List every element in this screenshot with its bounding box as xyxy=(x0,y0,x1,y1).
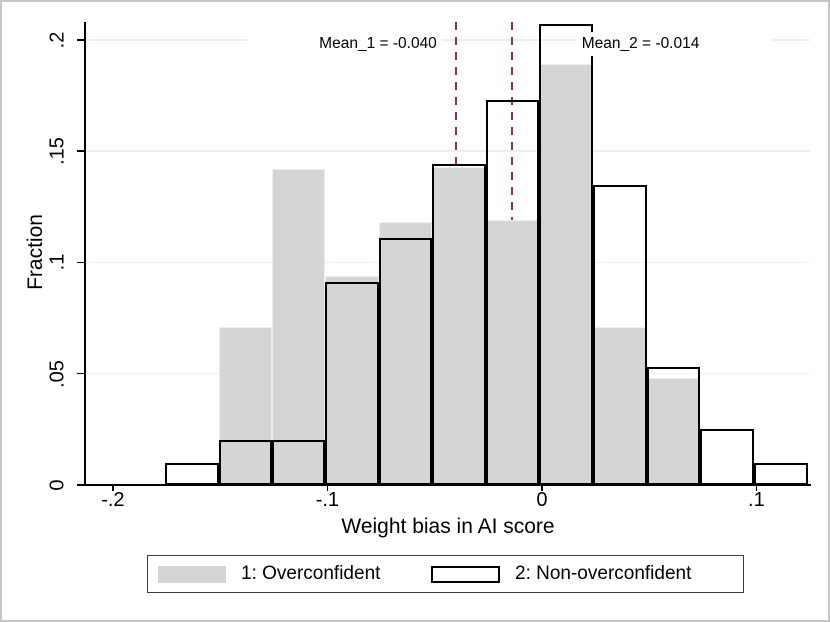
x-axis-line xyxy=(83,483,811,486)
x-tick-label: -.2 xyxy=(101,489,125,511)
legend-label-non-overconfident: 2: Non-overconfident xyxy=(515,563,692,584)
plot-area: Mean_1 = -0.040 Mean_2 = -0.014 xyxy=(85,22,810,485)
x-tick-label: .1 xyxy=(748,489,765,511)
x-tick-mark xyxy=(541,485,543,491)
bar-non-overconfident xyxy=(325,282,380,485)
legend-entry-non-overconfident: 2: Non-overconfident xyxy=(431,556,691,592)
bar-non-overconfident xyxy=(165,462,220,485)
bar-non-overconfident xyxy=(753,462,808,485)
bar-overconfident xyxy=(219,326,273,485)
bar-non-overconfident xyxy=(592,184,647,485)
grid-line xyxy=(85,150,810,152)
mean-line xyxy=(454,22,458,165)
y-tick-label: .1 xyxy=(46,254,69,271)
x-tick-mark xyxy=(112,485,114,491)
mean-line xyxy=(510,22,514,221)
bar-non-overconfident xyxy=(379,237,433,485)
y-tick-mark xyxy=(77,150,85,152)
bar-non-overconfident xyxy=(432,164,486,485)
x-tick-mark xyxy=(755,485,758,491)
bar-non-overconfident xyxy=(538,24,593,485)
legend-entry-overconfident: 1: Overconfident xyxy=(158,556,380,592)
mean-line-label: Mean_2 = -0.014 xyxy=(576,32,772,57)
x-tick-mark xyxy=(326,485,329,491)
y-tick-mark xyxy=(77,372,85,375)
bar-non-overconfident xyxy=(646,367,700,485)
legend-swatch-hollow xyxy=(431,565,500,583)
mean-line-label: Mean_1 = -0.040 xyxy=(247,32,442,57)
bar-non-overconfident xyxy=(485,99,539,485)
y-axis-line xyxy=(83,22,86,486)
bar-overconfident xyxy=(325,275,380,485)
legend: 1: Overconfident 2: Non-overconfident xyxy=(147,555,744,593)
bar-overconfident xyxy=(432,166,486,485)
y-tick-mark xyxy=(77,484,85,486)
x-tick-label: -.1 xyxy=(315,489,340,511)
legend-label-overconfident: 1: Overconfident xyxy=(241,563,381,584)
bar-overconfident xyxy=(272,168,325,485)
bar-overconfident xyxy=(646,378,700,485)
y-tick-mark xyxy=(77,39,85,41)
y-tick-label: .15 xyxy=(46,137,69,165)
bar-non-overconfident xyxy=(219,440,273,485)
y-axis-title: Fraction xyxy=(24,214,47,290)
y-tick-label: 0 xyxy=(46,479,69,491)
x-axis-title: Weight bias in AI score xyxy=(341,515,555,538)
grid-line xyxy=(85,39,810,41)
bar-non-overconfident xyxy=(699,429,754,485)
y-tick-label: .05 xyxy=(46,359,69,388)
x-tick-label: 0 xyxy=(536,489,548,511)
bar-non-overconfident xyxy=(272,440,325,485)
y-tick-mark xyxy=(77,261,85,264)
y-tick-label: .2 xyxy=(46,31,69,49)
legend-swatch-filled xyxy=(158,565,226,583)
